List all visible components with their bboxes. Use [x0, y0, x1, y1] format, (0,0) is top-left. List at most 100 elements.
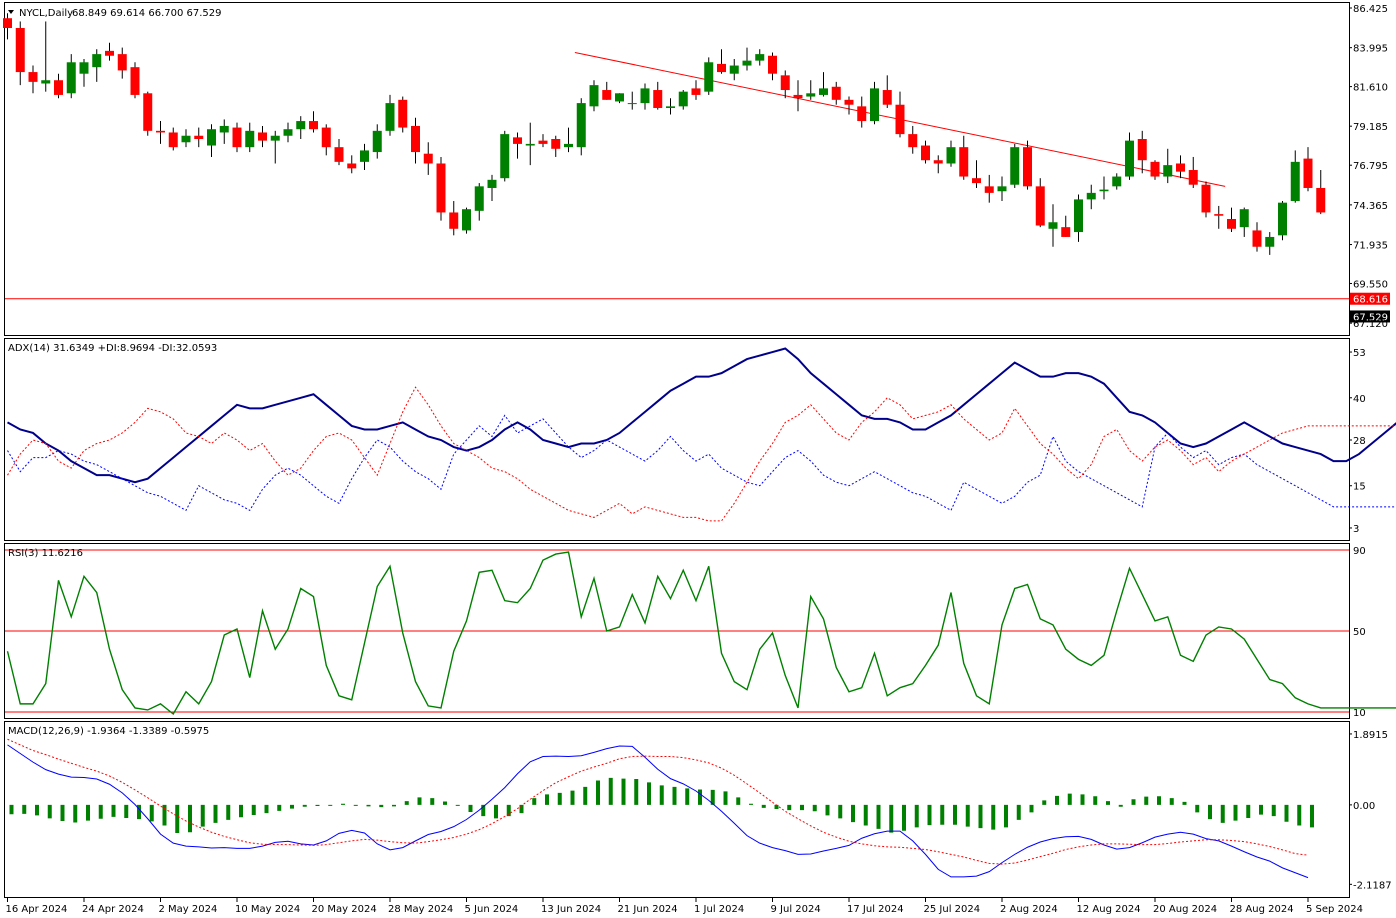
candle-body — [666, 106, 675, 108]
candle-body — [334, 147, 344, 162]
candle-body — [742, 60, 752, 66]
candle-body — [1214, 214, 1224, 216]
candle-body — [576, 103, 586, 148]
candle-body — [921, 145, 930, 161]
macd-histogram-bar — [1284, 804, 1289, 822]
price-axis-label: 81.610 — [1353, 83, 1388, 94]
rsi-axis: 90 50 10 — [1353, 546, 1366, 719]
macd-histogram-bar — [226, 804, 231, 820]
macd-histogram-bar — [1042, 800, 1047, 805]
candle-body — [806, 93, 816, 97]
rsi-line — [6, 551, 1396, 716]
candle-body — [79, 62, 89, 74]
candle-body — [589, 85, 599, 107]
ohlc-readout: 68.849 69.614 66.700 67.529 — [72, 8, 222, 19]
macd-histogram-bar — [1093, 796, 1098, 805]
candle-body — [653, 90, 663, 108]
macd-histogram-bar — [736, 797, 741, 805]
candle-body — [1035, 186, 1045, 226]
macd-histogram-bar — [47, 804, 52, 819]
price-panel-header: NYCL,Daily 68.849 69.614 66.700 67.529 — [8, 8, 222, 19]
candle-body — [54, 80, 63, 95]
candle-body — [66, 62, 76, 94]
candle-body — [449, 212, 459, 229]
signal-line — [7, 738, 1309, 865]
candle-body — [844, 99, 854, 105]
adx-panel[interactable] — [4, 338, 1350, 541]
rsi-polyline — [6, 551, 1396, 716]
candle-body — [640, 88, 650, 104]
candle-body — [423, 153, 433, 164]
candle-body — [691, 88, 701, 95]
candle-body — [678, 91, 688, 107]
macd-histogram-bar — [723, 791, 728, 805]
macd-histogram-bar — [863, 804, 868, 826]
candle-body — [551, 139, 561, 149]
price-axis-label: 74.365 — [1353, 201, 1388, 212]
macd-axis: 1.8915 0.00 -2.1187 — [1349, 730, 1392, 891]
macd-panel[interactable] — [4, 721, 1350, 898]
price-panel[interactable] — [4, 2, 1350, 336]
macd-histogram-bar — [608, 777, 613, 805]
candle-body — [831, 86, 841, 100]
macd-axis-label: 1.8915 — [1353, 730, 1388, 741]
macd-histogram-bar — [914, 804, 919, 828]
candle-body — [1265, 236, 1275, 247]
macd-histogram-bar — [978, 804, 983, 829]
candle-body — [819, 88, 828, 95]
macd-histogram-bar — [557, 792, 562, 805]
candle-body — [1086, 192, 1096, 200]
macd-histogram-bar — [621, 778, 626, 805]
macd-histogram-bar — [965, 804, 970, 827]
candle-body — [1227, 218, 1236, 229]
macd-histogram-bar — [659, 785, 664, 805]
time-axis-label: 2 May 2024 — [159, 904, 218, 915]
macd-histogram-bar — [1131, 799, 1136, 805]
candle-body — [1137, 139, 1147, 161]
macd-histogram-bar — [494, 804, 498, 819]
macd-histogram-bar — [1055, 795, 1059, 805]
candle-body — [1099, 189, 1109, 192]
candle-body — [360, 150, 369, 162]
macd-histogram-bar — [277, 804, 282, 811]
macd-histogram-bar — [149, 804, 154, 822]
rsi-axis-label: 10 — [1353, 708, 1366, 719]
macd-histogram-bar — [1016, 804, 1021, 820]
macd-histogram-bar — [302, 804, 307, 807]
candle-body — [959, 147, 969, 177]
macd-histogram-bar — [902, 804, 906, 831]
time-axis-label: 12 Aug 2024 — [1077, 904, 1141, 915]
candle-body — [972, 178, 981, 184]
time-axis-label: 24 Apr 2024 — [82, 904, 144, 915]
macd-histogram-bar — [341, 803, 345, 805]
dropdown-triangle-icon[interactable] — [8, 10, 14, 14]
candle-body — [487, 179, 497, 188]
macd-histogram-bar — [1080, 794, 1085, 805]
candle-body — [15, 27, 25, 73]
macd-histogram-bar — [417, 797, 422, 805]
macd-histogram-bar — [1195, 804, 1200, 813]
candle-body — [168, 132, 178, 148]
candle-body — [130, 67, 140, 95]
macd-histogram-bar — [519, 804, 524, 814]
macd-histogram-bar — [774, 804, 779, 809]
candle-body — [1163, 165, 1173, 177]
candle-body — [411, 125, 420, 153]
macd-histogram-bar — [1067, 793, 1072, 805]
price-candles — [3, 13, 1326, 255]
candle-body — [1176, 163, 1185, 172]
time-axis-label: 20 Aug 2024 — [1153, 904, 1217, 915]
time-axis-label: 25 Jul 2024 — [924, 904, 981, 915]
time-axis-label: 10 May 2024 — [235, 904, 300, 915]
macd-line — [7, 744, 1309, 879]
macd-histogram-bar — [1208, 804, 1212, 820]
candle-body — [1074, 199, 1083, 233]
adx-axis: 53 40 28 15 3 — [1349, 348, 1366, 535]
candle-body — [1201, 184, 1211, 213]
macd-histogram-bar — [838, 804, 843, 819]
candle-body — [219, 125, 229, 133]
candle-body — [143, 93, 153, 131]
candle-body — [882, 90, 892, 105]
candle-body — [1188, 170, 1198, 185]
